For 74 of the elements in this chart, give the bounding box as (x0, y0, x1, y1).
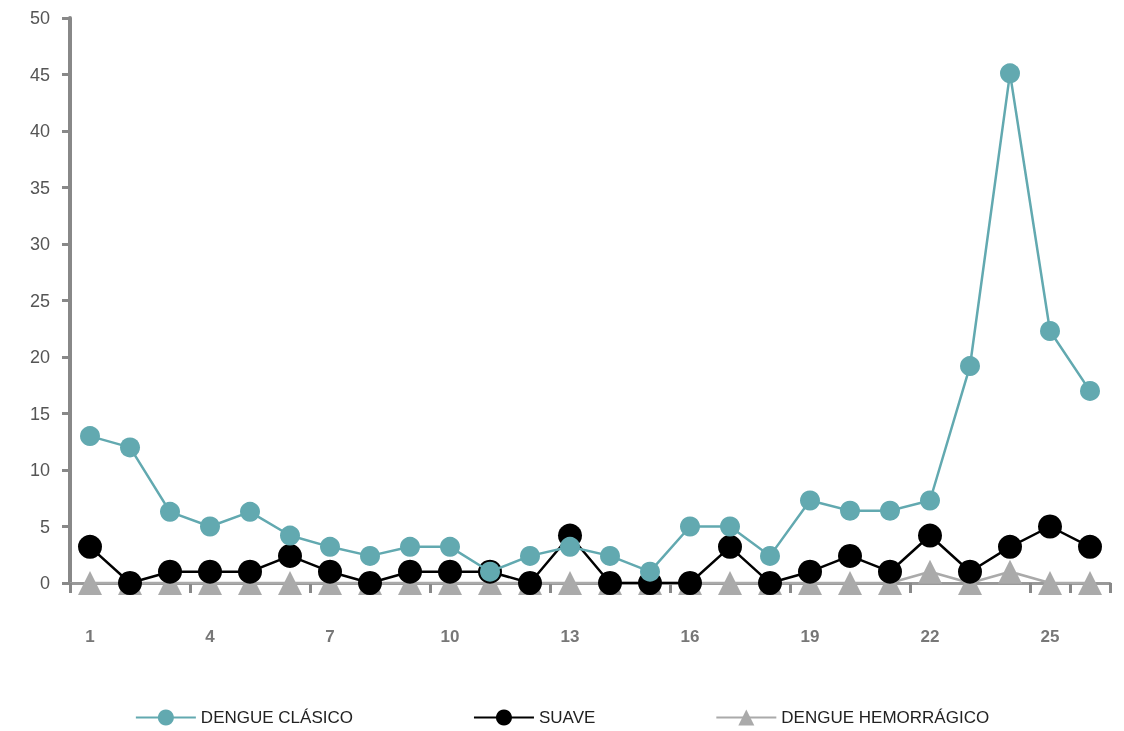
y-tick-label: 20 (29, 347, 50, 367)
y-tick-label: 10 (29, 460, 50, 480)
point (878, 559, 902, 584)
point (400, 536, 420, 557)
point (838, 571, 862, 595)
point (600, 545, 620, 566)
point (280, 525, 300, 546)
point (238, 559, 262, 584)
point (720, 516, 740, 537)
point (840, 500, 860, 521)
point (920, 490, 940, 511)
point (198, 559, 222, 584)
point (718, 571, 742, 595)
point (1078, 571, 1102, 595)
y-tick-label: 45 (29, 64, 50, 85)
y-tick-label: 30 (29, 234, 50, 254)
x-tick-label: 4 (205, 627, 216, 646)
point (558, 571, 582, 595)
point (398, 559, 422, 584)
point (998, 534, 1022, 559)
point (200, 516, 220, 537)
point (1040, 321, 1060, 341)
x-tick-label: 13 (560, 627, 580, 646)
legend-label: DENGUE HEMORRÁGICO (781, 708, 990, 727)
point (880, 500, 900, 521)
point (1038, 514, 1062, 539)
point (320, 536, 340, 557)
x-tick-label: 19 (800, 627, 820, 646)
point (798, 559, 822, 584)
point (80, 426, 100, 447)
y-tick-label: 35 (29, 177, 50, 198)
point (240, 501, 260, 522)
point (440, 536, 460, 557)
point (918, 523, 942, 548)
point (760, 545, 780, 566)
y-tick-label: 25 (29, 290, 50, 311)
point (960, 356, 980, 377)
y-tick-label: 0 (39, 573, 50, 593)
point (718, 534, 742, 559)
point (278, 571, 302, 595)
point (1000, 63, 1020, 84)
point (998, 559, 1022, 584)
point (278, 543, 302, 568)
legend-label: DENGUE CLÁSICO (200, 708, 353, 727)
x-tick-label: 16 (680, 627, 700, 646)
point (120, 437, 140, 458)
point (160, 501, 180, 522)
point (1078, 534, 1102, 559)
x-tick-label: 1 (85, 627, 95, 646)
point (78, 534, 102, 559)
y-tick-label: 40 (29, 121, 50, 141)
point (800, 490, 820, 511)
point (1080, 380, 1100, 401)
y-tick-label: 5 (39, 516, 50, 537)
point (318, 559, 342, 584)
point (918, 559, 942, 584)
x-tick-label: 25 (1040, 627, 1060, 646)
y-tick-label: 50 (29, 8, 50, 28)
legend-label: SUAVE (538, 708, 596, 727)
point (78, 571, 102, 595)
point (360, 545, 380, 566)
x-tick-label: 22 (920, 627, 940, 646)
x-tick-label: 10 (440, 627, 460, 646)
point (680, 516, 700, 537)
point (560, 536, 580, 557)
x-tick-label: 7 (325, 627, 335, 646)
point (520, 545, 540, 566)
point (838, 543, 862, 568)
point (438, 559, 462, 584)
y-tick-label: 15 (29, 403, 50, 424)
point (158, 559, 182, 584)
point (1038, 571, 1062, 595)
point (640, 561, 660, 582)
point (958, 559, 982, 584)
